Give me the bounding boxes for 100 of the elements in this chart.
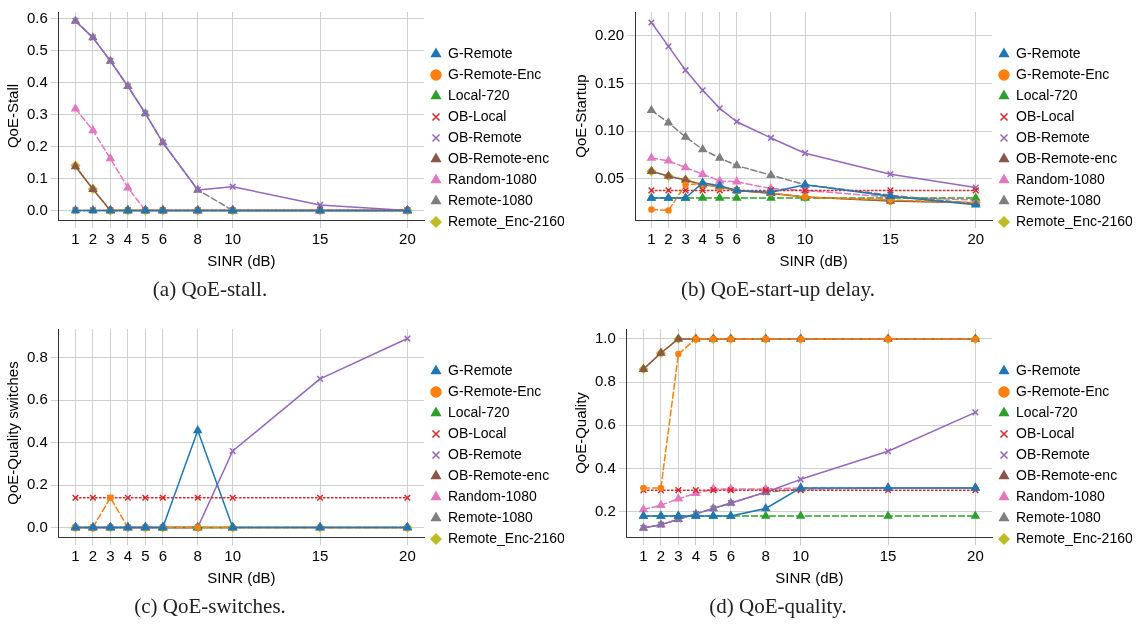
legend-label: OB-Local bbox=[1016, 107, 1075, 124]
x-tick-label: 4 bbox=[123, 547, 133, 565]
legend-label: Random-1080 bbox=[448, 487, 537, 504]
y-tick-label: 0.10 bbox=[594, 121, 625, 139]
legend-label: OB-Local bbox=[1016, 424, 1075, 441]
y-axis-title: QoE-Stall bbox=[4, 83, 22, 149]
legend-label: G-Remote-Enc bbox=[448, 65, 542, 82]
x-axis-title: SINR (dB) bbox=[207, 252, 276, 270]
y-tick-label: 0.15 bbox=[594, 73, 625, 91]
x-axis-title: SINR (dB) bbox=[207, 569, 276, 587]
y-tick-label: 0.8 bbox=[26, 347, 48, 365]
y-tick-label: 0.1 bbox=[26, 168, 48, 186]
legend-label: OB-Remote-enc bbox=[1016, 149, 1118, 166]
y-axis-title: QoE-Startup bbox=[572, 74, 590, 158]
legend-label: Remote_Enc-2160 bbox=[448, 529, 565, 546]
y-tick-label: 0.05 bbox=[594, 169, 625, 187]
text: (b) QoE-start-up delay. bbox=[680, 277, 876, 302]
x-tick-label: 3 bbox=[106, 547, 115, 565]
x-tick-label: 3 bbox=[681, 230, 690, 248]
x-axis-title: SINR (dB) bbox=[775, 569, 844, 587]
legend-label: Remote-1080 bbox=[1016, 508, 1102, 525]
legend-label: OB-Remote-enc bbox=[448, 466, 550, 483]
legend-label: Random-1080 bbox=[448, 170, 537, 187]
x-tick-label: 6 bbox=[158, 230, 167, 248]
legend-label: OB-Local bbox=[448, 424, 507, 441]
x-tick-label: 15 bbox=[879, 547, 897, 565]
x-tick-label: 10 bbox=[224, 230, 242, 248]
legend-label: G-Remote bbox=[1016, 361, 1081, 378]
x-tick-label: 1 bbox=[647, 230, 656, 248]
x-tick-label: 2 bbox=[664, 230, 673, 248]
y-tick-label: 0.4 bbox=[26, 72, 48, 90]
y-axis-title: QoE-Quality bbox=[572, 391, 590, 474]
x-tick-label: 20 bbox=[967, 547, 984, 565]
y-tick-label: 0.0 bbox=[26, 200, 48, 218]
x-tick-label: 15 bbox=[311, 547, 329, 565]
x-tick-label: 8 bbox=[193, 230, 202, 248]
legend-label: OB-Local bbox=[448, 107, 507, 124]
legend-label: Remote_Enc-2160 bbox=[1016, 212, 1133, 229]
legend-label: OB-Remote bbox=[448, 128, 523, 145]
legend-label: OB-Remote bbox=[1016, 128, 1091, 145]
text: (c) QoE-switches. bbox=[133, 594, 287, 619]
y-tick-label: 0.5 bbox=[26, 40, 48, 58]
legend-label: Remote_Enc-2160 bbox=[448, 212, 565, 229]
x-tick-label: 1 bbox=[71, 547, 80, 565]
x-tick-label: 10 bbox=[796, 230, 814, 248]
x-tick-label: 4 bbox=[691, 547, 701, 565]
legend-label: OB-Remote-enc bbox=[448, 149, 550, 166]
legend-label: Random-1080 bbox=[1016, 170, 1105, 187]
legend-label: Local-720 bbox=[448, 403, 510, 420]
x-tick-label: 5 bbox=[141, 230, 150, 248]
x-tick-label: 1 bbox=[71, 230, 80, 248]
y-tick-label: 0.2 bbox=[594, 501, 616, 519]
x-tick-label: 4 bbox=[123, 230, 133, 248]
y-tick-label: 0.2 bbox=[26, 475, 48, 493]
y-tick-label: 0.4 bbox=[594, 458, 616, 476]
legend-label: Local-720 bbox=[448, 86, 510, 103]
x-tick-label: 2 bbox=[656, 547, 666, 565]
y-tick-label: 1.0 bbox=[594, 329, 616, 347]
y-tick-label: 0.3 bbox=[26, 104, 48, 122]
legend-label: G-Remote bbox=[448, 361, 513, 378]
y-tick-label: 0.20 bbox=[594, 25, 625, 43]
x-tick-label: 8 bbox=[761, 547, 770, 565]
x-tick-label: 8 bbox=[193, 547, 202, 565]
y-tick-label: 0.6 bbox=[594, 415, 616, 433]
legend-label: Remote_Enc-2160 bbox=[1016, 529, 1133, 546]
x-tick-label: 8 bbox=[766, 230, 776, 248]
x-tick-label: 6 bbox=[158, 547, 167, 565]
legend-label: G-Remote bbox=[448, 44, 513, 61]
x-tick-label: 2 bbox=[88, 230, 98, 248]
legend-label: G-Remote-Enc bbox=[1016, 382, 1110, 399]
x-tick-label: 3 bbox=[674, 547, 683, 565]
y-tick-label: 0.4 bbox=[26, 432, 48, 450]
y-tick-label: 0.2 bbox=[26, 136, 48, 154]
y-tick-label: 0.0 bbox=[26, 517, 48, 535]
x-tick-label: 1 bbox=[639, 547, 648, 565]
x-tick-label: 6 bbox=[732, 230, 741, 248]
legend-label: OB-Remote-enc bbox=[1016, 466, 1118, 483]
x-tick-label: 20 bbox=[967, 230, 985, 248]
x-tick-label: 5 bbox=[141, 547, 150, 565]
x-tick-label: 15 bbox=[311, 230, 329, 248]
x-tick-label: 2 bbox=[88, 547, 98, 565]
x-tick-label: 3 bbox=[106, 230, 115, 248]
x-tick-label: 20 bbox=[399, 230, 416, 248]
text: (d) QoE-quality. bbox=[708, 594, 848, 619]
y-tick-label: 0.8 bbox=[594, 372, 616, 390]
legend-label: G-Remote bbox=[1016, 44, 1081, 61]
legend-label: Random-1080 bbox=[1016, 487, 1105, 504]
x-tick-label: 4 bbox=[698, 230, 707, 248]
legend-label: OB-Remote bbox=[1016, 445, 1091, 462]
legend-label: Remote-1080 bbox=[1016, 191, 1102, 208]
x-tick-label: 20 bbox=[399, 547, 416, 565]
x-tick-label: 5 bbox=[715, 230, 724, 248]
legend-label: G-Remote-Enc bbox=[1016, 65, 1110, 82]
x-tick-label: 5 bbox=[709, 547, 718, 565]
x-tick-label: 15 bbox=[882, 230, 899, 248]
x-tick-label: 10 bbox=[792, 547, 810, 565]
legend-label: Local-720 bbox=[1016, 403, 1078, 420]
legend-label: Local-720 bbox=[1016, 86, 1078, 103]
legend-label: Remote-1080 bbox=[448, 191, 534, 208]
x-axis-title: SINR (dB) bbox=[779, 252, 848, 270]
